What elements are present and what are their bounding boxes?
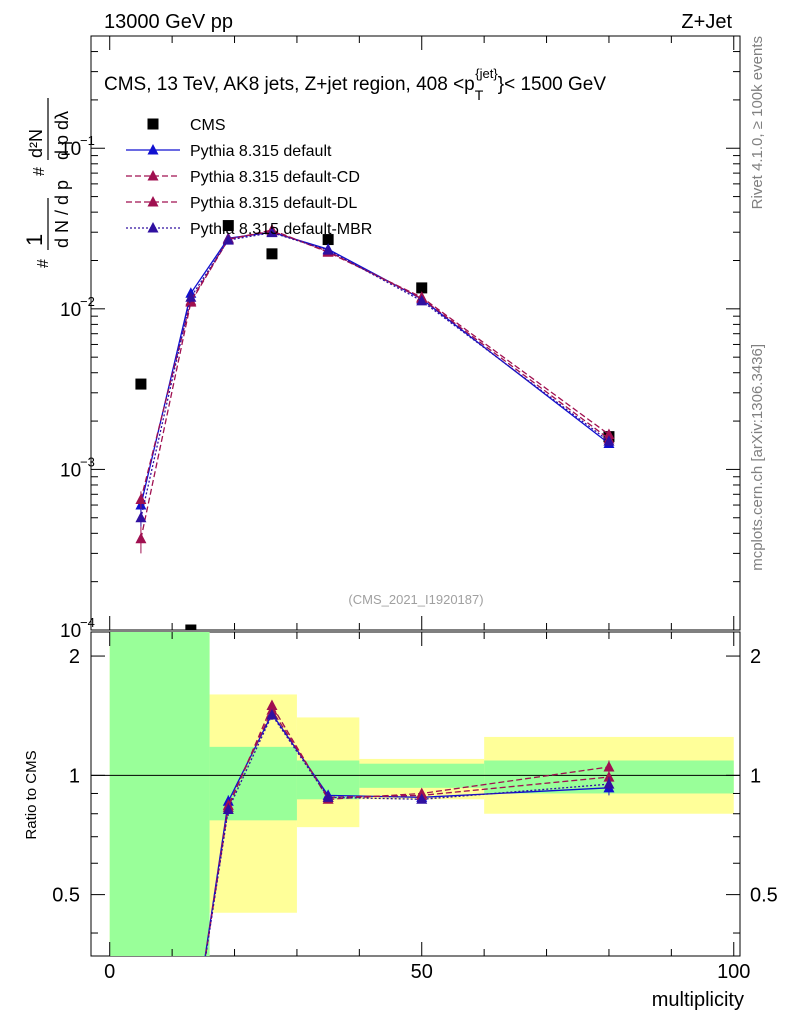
ratio-frame	[90, 631, 741, 957]
ratio-series-1-point	[603, 760, 615, 772]
main-series-0-point	[322, 234, 334, 246]
main-series-0-point	[266, 248, 278, 260]
legend-marker	[147, 170, 159, 181]
legend-marker	[147, 196, 159, 207]
legend-label: Pythia 8.315 default-MBR	[190, 221, 372, 238]
main-series-4-point	[322, 244, 334, 255]
ratio-series-3-point	[222, 803, 234, 814]
legend-entry-3: Pythia 8.315 default-DL	[126, 195, 357, 212]
main-ylabel-number2: #	[31, 167, 48, 176]
main-series-2-line	[140, 229, 610, 539]
band-stat-0	[109, 632, 210, 956]
legend-marker	[147, 222, 159, 233]
analysis-title: CMS, 13 TeV, AK8 jets, Z+jet region, 408…	[104, 66, 606, 103]
band-stat-1	[209, 746, 297, 821]
main-series-1	[135, 226, 615, 516]
ratio-ytick-label-right: 1	[750, 765, 761, 787]
main-series-1-line	[140, 231, 610, 506]
main-series-3	[135, 225, 615, 509]
main-series-2-point	[135, 532, 147, 544]
main-series	[135, 220, 615, 630]
main-series-3-line	[140, 230, 610, 500]
legend-label: Pythia 8.315 default	[190, 143, 332, 160]
main-series-0-point	[222, 220, 234, 232]
main-frame	[90, 35, 741, 631]
analysis-title-end: }< 1500 GeV	[498, 74, 607, 95]
legend-label: Pythia 8.315 default-CD	[190, 169, 360, 186]
main-ylabel-d2n: d²N	[26, 129, 46, 158]
main-ytick-exponent: −4	[80, 615, 95, 630]
legend-entry-4: Pythia 8.315 default-MBR	[126, 221, 372, 238]
ratio-series	[204, 699, 615, 956]
x-tick-label: 0	[104, 961, 115, 983]
legend-entry-1: Pythia 8.315 default	[126, 143, 332, 160]
analysis-id: (CMS_2021_I1920187)	[348, 592, 483, 607]
source-note: mcplots.cern.ch [arXiv:1306.3436]	[749, 344, 766, 571]
main-ylabel-one: 1	[22, 234, 47, 246]
main-series-3-point	[135, 493, 147, 504]
legend: CMS Pythia 8.315 default Pythia 8.315 defa…	[126, 117, 372, 238]
main-ylabel-dn: d N / d p	[52, 180, 72, 248]
legend-label: Pythia 8.315 default-DL	[190, 195, 357, 212]
main-ytick-label: 10	[60, 621, 81, 642]
analysis-title-sub: T	[475, 87, 484, 103]
energy-label: 13000 GeV pp	[104, 11, 233, 33]
legend-entry-0: CMS	[147, 117, 226, 134]
x-axis-label: multiplicity	[652, 989, 744, 1011]
ratio-series-3-point	[416, 793, 428, 804]
legend-entry-2: Pythia 8.315 default-CD	[126, 169, 360, 186]
ratio-ytick-label-right: 0.5	[750, 885, 778, 907]
main-ylabel-dptdl: d p dλ	[52, 111, 72, 160]
ratio-series-3	[205, 708, 615, 956]
main-series-4	[135, 226, 615, 527]
ratio-ytick-label: 0.5	[52, 885, 80, 907]
rivet-note: Rivet 4.1.0, ≥ 100k events	[749, 36, 766, 209]
main-ytick-exponent: −1	[80, 133, 95, 148]
main-ytick-exponent: −3	[80, 454, 95, 469]
main-series-4-point	[416, 294, 428, 306]
main-series-4-point	[603, 435, 615, 446]
main-series-4-point	[185, 291, 197, 302]
main-series-0-point	[135, 378, 147, 390]
analysis-title-sup: {jet}	[475, 66, 498, 81]
main-ytick-label: 10	[60, 139, 81, 160]
main-series-0	[135, 220, 615, 630]
analysis-title-main: CMS, 13 TeV, AK8 jets, Z+jet region, 408…	[104, 74, 475, 95]
main-ytick-label: 10	[60, 300, 81, 321]
main-series-4-point	[266, 226, 278, 238]
main-ytick-exponent: −2	[80, 294, 95, 309]
x-tick-label: 100	[717, 961, 750, 983]
main-axis-ticks: 10−410−310−210−1	[60, 35, 740, 642]
legend-label: CMS	[190, 117, 226, 134]
main-series-0-point	[416, 282, 428, 294]
ratio-ytick-label: 1	[69, 765, 80, 787]
ratio-series-2-point	[603, 771, 615, 782]
main-ytick-label: 10	[60, 460, 81, 481]
ratio-ylabel: Ratio to CMS	[23, 750, 40, 839]
legend-marker	[147, 144, 159, 155]
ratio-ytick-label-right: 2	[750, 646, 761, 668]
ratio-series-3-point	[322, 791, 334, 802]
process-label: Z+Jet	[681, 11, 732, 33]
ratio-series-3-line	[205, 713, 610, 956]
legend-marker	[147, 118, 159, 130]
main-series-4-point	[222, 234, 234, 245]
main-series-4-point	[135, 511, 147, 523]
main-series-0-point	[185, 624, 197, 630]
ratio-series-3-point	[266, 708, 278, 720]
ratio-axis-ticks: 0.5 0.5 1 1 2 2 0 50 100	[52, 632, 778, 983]
x-tick-label: 50	[411, 961, 433, 983]
main-ylabel-number: #	[35, 259, 52, 268]
ratio-ytick-label: 2	[69, 646, 80, 668]
main-ylabel: # 1 d N / d p # d²N d p dλ	[22, 98, 72, 268]
ratio-series-3-point	[603, 778, 615, 789]
